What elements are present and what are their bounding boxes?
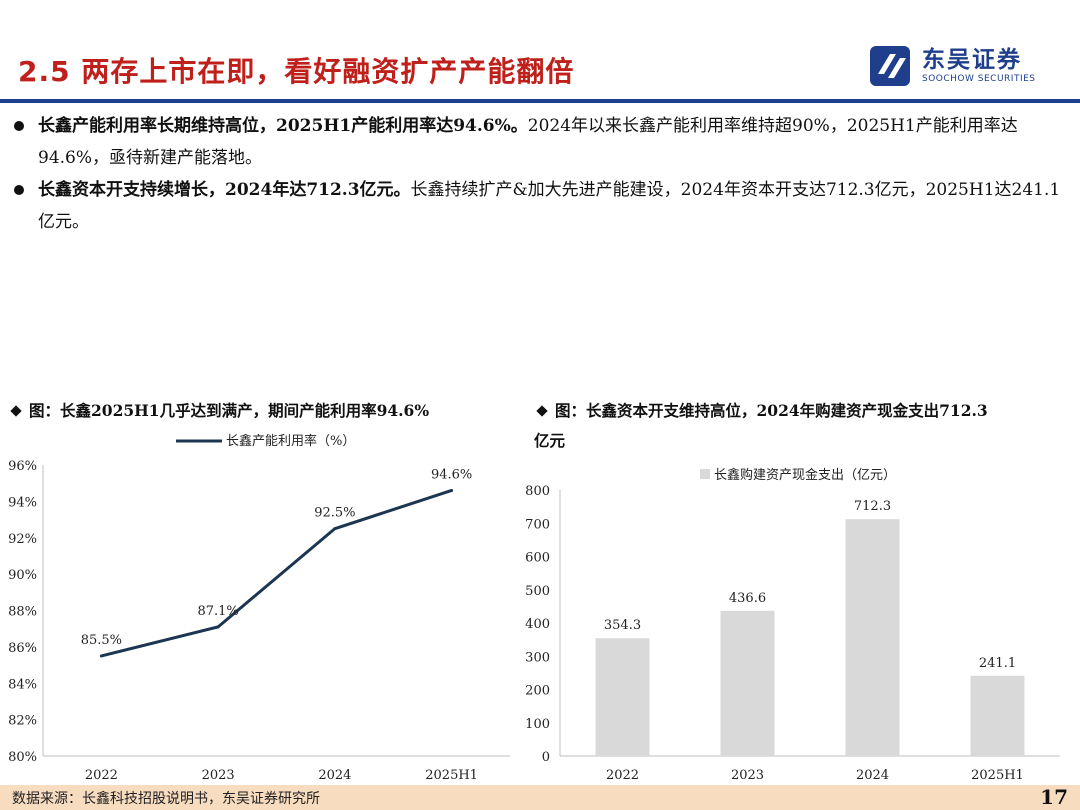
bullet-item: 长鑫资本开支持续增长，2024年达712.3亿元。长鑫持续扩产&加大先进产能建设… (14, 174, 1064, 238)
x-tick-label: 2023 (731, 768, 764, 783)
page-title: 2.5 两存上市在即，看好融资扩产产能翻倍 (18, 55, 575, 88)
data-label: 436.6 (729, 591, 766, 606)
data-label: 354.3 (604, 618, 641, 633)
left-chart-title: 图：长鑫2025H1几乎达到满产，期间产能利用率94.6% (8, 396, 429, 426)
page-number: 17 (1040, 785, 1068, 809)
data-label: 87.1% (197, 604, 238, 619)
legend-label: 长鑫产能利用率（%） (226, 433, 355, 449)
bullet-text: 长鑫资本开支持续增长，2024年达712.3亿元。长鑫持续扩产&加大先进产能建设… (38, 174, 1064, 238)
line-chart: 长鑫产能利用率（%） 80% 82% 84% 86% 88% 90% 92% 94% 96% 202… (8, 433, 510, 783)
y-tick-label: 96% (8, 459, 37, 474)
x-tick-label: 2025H1 (971, 768, 1024, 783)
left-chart-title-text: 图：长鑫2025H1几乎达到满产，期间产能利用率94.6% (29, 401, 430, 420)
data-label: 85.5% (81, 633, 122, 648)
bar (845, 519, 900, 756)
data-label: 712.3 (854, 499, 891, 514)
bar (720, 610, 775, 756)
y-tick-label: 600 (525, 551, 550, 566)
y-tick-label: 80% (8, 750, 37, 765)
header-divider (0, 99, 1080, 103)
bullet-dot-icon (14, 121, 24, 131)
bullet-dot-icon (14, 185, 24, 195)
footer-bar: 数据来源：长鑫科技招股说明书，东吴证券研究所 17 (0, 785, 1080, 810)
x-tick-label: 2022 (85, 768, 118, 783)
x-tick-label: 2025H1 (425, 768, 478, 783)
y-tick-label: 700 (525, 517, 550, 532)
bullet-item: 长鑫产能利用率长期维持高位，2025H1产能利用率达94.6%。2024年以来长… (14, 110, 1064, 174)
x-tick-label: 2022 (606, 768, 639, 783)
legend-swatch (700, 469, 710, 479)
y-tick-label: 0 (542, 750, 550, 765)
y-tick-label: 90% (8, 568, 37, 583)
y-tick-label: 100 (525, 717, 550, 732)
legend-label: 长鑫购建资产现金支出（亿元） (714, 467, 896, 483)
y-tick-label: 84% (8, 677, 37, 692)
data-point (216, 625, 220, 629)
right-chart-title-text-line2: 亿元 (534, 431, 566, 450)
bullet-body: 长鑫持续扩产&加大先进产能建设，2024年资本开支达712.3亿元，2025H1… (38, 180, 1061, 232)
data-label: 241.1 (979, 656, 1016, 671)
bullet-text: 长鑫产能利用率长期维持高位，2025H1产能利用率达94.6%。2024年以来长… (38, 110, 1064, 174)
y-tick-label: 92% (8, 532, 37, 547)
x-tick-label: 2023 (202, 768, 235, 783)
y-tick-label: 86% (8, 641, 37, 656)
bullet-list: 长鑫产能利用率长期维持高位，2025H1产能利用率达94.6%。2024年以来长… (14, 110, 1064, 238)
data-label: 92.5% (314, 506, 355, 521)
right-chart-title: 图：长鑫资本开支维持高位，2024年购建资产现金支出712.3 亿元 (534, 396, 988, 456)
bar (970, 675, 1025, 756)
bar-chart: 长鑫购建资产现金支出（亿元） 0 100 200 300 400 500 600 700 800 2… (525, 467, 1060, 783)
y-tick-label: 300 (525, 650, 550, 665)
y-tick-label: 500 (525, 584, 550, 599)
data-label: 94.6% (431, 467, 472, 482)
soochow-logo-icon (870, 46, 910, 86)
series-line (101, 489, 453, 658)
x-tick-label: 2024 (856, 768, 889, 783)
y-tick-label: 82% (8, 714, 37, 729)
data-point (333, 527, 337, 531)
diamond-bullet-icon (10, 405, 22, 417)
company-logo: 东吴证券 SOOCHOW SECURITIES (868, 44, 1068, 88)
source-note: 数据来源：长鑫科技招股说明书，东吴证券研究所 (12, 791, 320, 807)
data-point (450, 488, 454, 492)
x-tick-label: 2024 (318, 768, 351, 783)
bullet-bold-lead: 长鑫资本开支持续增长，2024年达712.3亿元。 (38, 180, 411, 200)
bullet-bold-lead: 长鑫产能利用率长期维持高位，2025H1产能利用率达94.6%。 (38, 116, 528, 136)
logo-chinese-name: 东吴证券 (922, 47, 1022, 73)
data-point (99, 654, 103, 658)
bullet-body: 2024年以来长鑫产能利用率维持超90%，2025H1产能利用率达94.6%，亟… (38, 116, 1018, 168)
y-tick-label: 800 (525, 484, 550, 499)
bar (595, 638, 650, 756)
right-chart-title-text: 图：长鑫资本开支维持高位，2024年购建资产现金支出712.3 (555, 401, 988, 420)
diamond-bullet-icon (536, 405, 548, 417)
y-tick-label: 200 (525, 684, 550, 699)
y-tick-label: 88% (8, 605, 37, 620)
logo-english-name: SOOCHOW SECURITIES (922, 74, 1036, 84)
y-tick-label: 400 (525, 617, 550, 632)
y-tick-label: 94% (8, 495, 37, 510)
